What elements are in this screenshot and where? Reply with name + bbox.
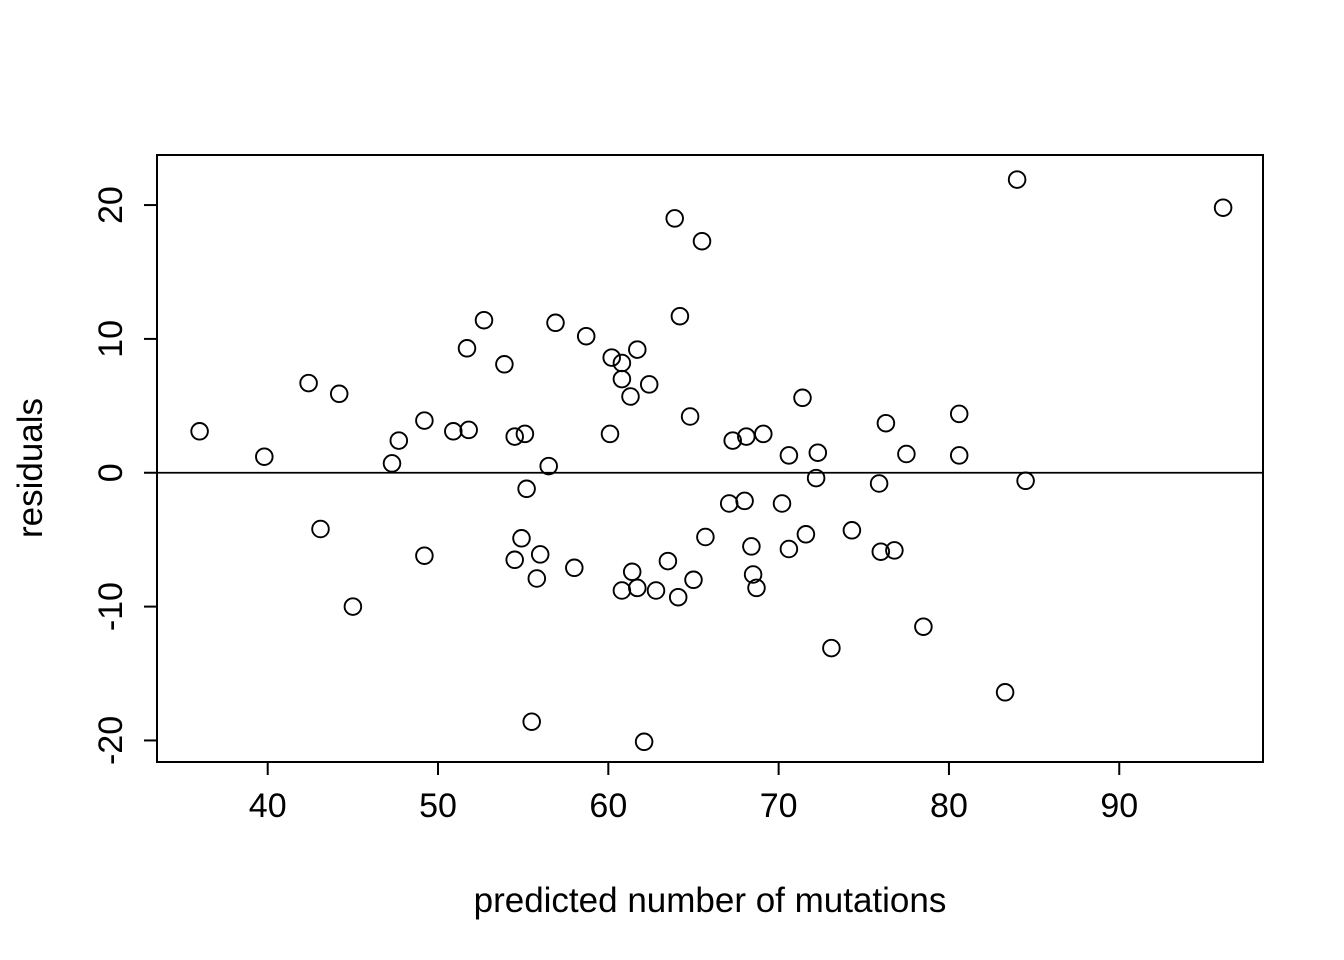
- data-point: [723, 431, 742, 450]
- data-point: [665, 209, 684, 228]
- data-point: [995, 683, 1015, 702]
- data-point: [869, 474, 889, 493]
- y-tick-label: 0: [92, 463, 130, 482]
- data-point: [871, 542, 891, 561]
- data-point: [793, 388, 812, 408]
- y-tick-label: 10: [92, 320, 130, 358]
- data-point: [515, 424, 535, 444]
- data-point: [670, 306, 690, 326]
- data-point: [415, 411, 434, 430]
- data-point: [754, 424, 773, 444]
- data-point: [796, 525, 816, 544]
- data-point: [822, 638, 841, 658]
- data-point: [692, 231, 712, 251]
- data-point: [255, 447, 274, 466]
- plot-box: [156, 154, 1264, 763]
- data-point: [779, 539, 799, 559]
- data-point: [495, 355, 514, 374]
- data-point: [444, 422, 463, 441]
- data-point: [505, 427, 524, 446]
- data-point: [949, 404, 969, 424]
- x-tick-label: 60: [589, 787, 627, 825]
- data-point: [311, 519, 330, 539]
- data-point: [842, 521, 862, 540]
- y-tick-label: 20: [92, 186, 130, 224]
- data-point: [743, 565, 763, 584]
- y-tick-label: -10: [92, 582, 130, 631]
- data-point: [505, 550, 524, 570]
- x-tick-label: 70: [760, 787, 798, 825]
- data-point: [735, 491, 754, 511]
- data-point: [639, 375, 659, 394]
- data-point: [539, 456, 558, 476]
- data-point: [747, 578, 766, 598]
- data-point: [772, 494, 792, 513]
- data-point: [576, 326, 596, 346]
- data-point: [808, 443, 828, 462]
- data-point: [885, 541, 904, 560]
- data-point: [389, 431, 409, 450]
- data-point: [600, 424, 620, 444]
- data-point: [530, 545, 550, 564]
- x-tick-label: 90: [1100, 787, 1138, 825]
- data-point: [602, 348, 621, 367]
- data-point: [646, 581, 666, 600]
- data-point: [565, 558, 584, 578]
- data-point: [779, 446, 799, 465]
- data-point: [634, 732, 654, 752]
- x-tick-label: 40: [249, 787, 287, 825]
- data-point: [806, 468, 826, 488]
- x-axis-title: predicted number of mutations: [474, 881, 947, 920]
- data-point: [527, 569, 547, 588]
- data-point: [457, 339, 477, 358]
- data-point: [190, 422, 209, 441]
- data-point: [622, 562, 642, 582]
- data-point: [628, 578, 647, 598]
- data-point: [680, 407, 700, 426]
- data-point: [1007, 170, 1027, 189]
- data-point: [696, 527, 715, 547]
- data-point: [546, 313, 565, 333]
- data-point: [914, 617, 933, 636]
- data-point: [668, 587, 688, 607]
- data-point: [1016, 471, 1035, 491]
- data-point: [517, 479, 536, 499]
- data-point: [621, 387, 640, 406]
- data-point: [522, 712, 541, 731]
- data-point: [512, 529, 531, 548]
- data-point: [382, 454, 402, 473]
- data-point: [459, 420, 478, 440]
- data-point: [897, 444, 916, 464]
- x-tick-label: 80: [930, 787, 968, 825]
- data-point: [684, 570, 703, 590]
- x-tick-label: 50: [419, 787, 457, 825]
- data-point: [742, 537, 761, 556]
- data-point: [299, 373, 318, 393]
- y-tick-label: -20: [92, 716, 130, 765]
- data-point: [658, 551, 678, 571]
- data-point: [628, 340, 647, 359]
- data-point: [876, 413, 896, 433]
- data-point: [474, 310, 494, 330]
- data-point: [329, 384, 349, 404]
- y-axis-title: residuals: [11, 398, 50, 538]
- data-point: [343, 597, 363, 616]
- data-point: [612, 369, 632, 389]
- data-point: [949, 446, 969, 465]
- data-point: [1213, 198, 1233, 217]
- data-point: [415, 546, 434, 565]
